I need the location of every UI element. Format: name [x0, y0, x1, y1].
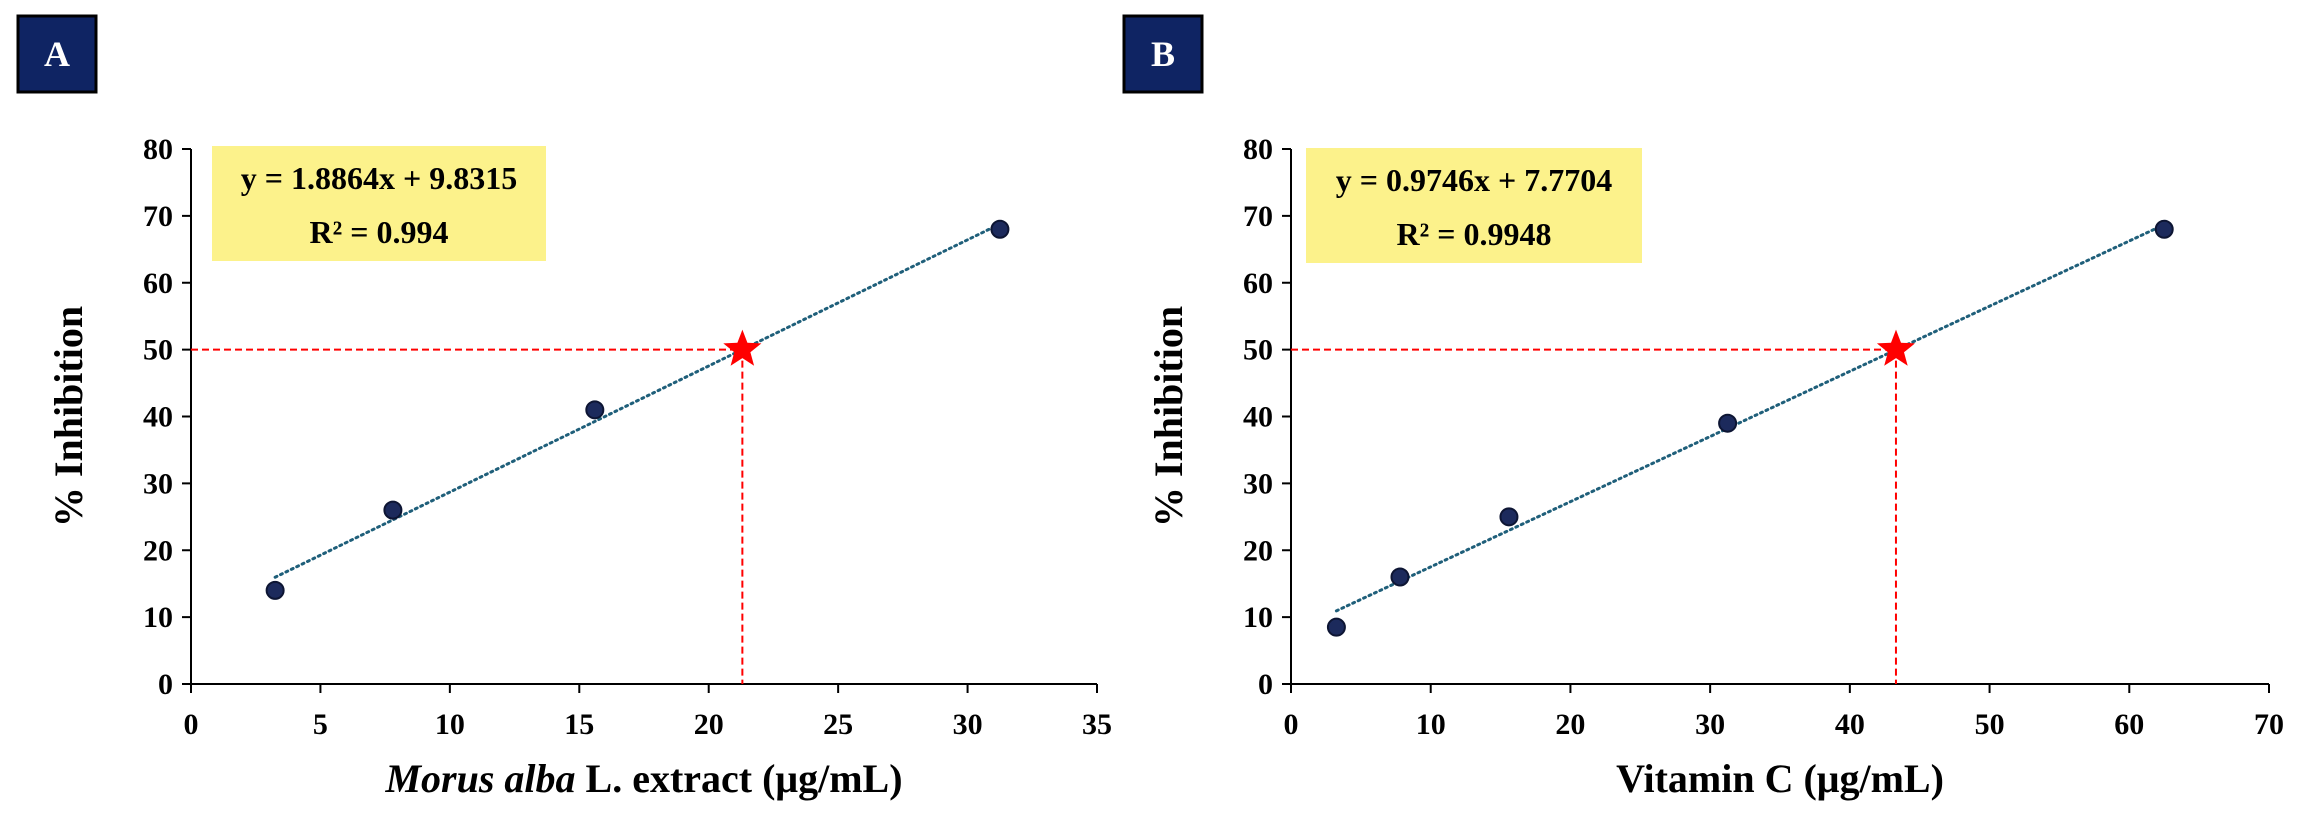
x-tick-label: 70: [2254, 708, 2284, 741]
x-tick-label: 0: [184, 708, 199, 741]
panel-label-badge: [16, 14, 98, 94]
y-tick-label: 30: [1243, 467, 1273, 500]
x-axis-title-text: L. extract (μg/mL): [576, 756, 903, 801]
data-point: [990, 219, 1010, 239]
data-point: [1326, 617, 1346, 637]
equation-box: [1306, 148, 1642, 263]
y-tick-label: 0: [158, 668, 173, 701]
ic50-star-marker: [723, 329, 762, 366]
x-tick-label: 10: [1416, 708, 1446, 741]
y-tick-label: 30: [143, 467, 173, 500]
x-tick-label: 60: [2114, 708, 2144, 741]
chart-panel-a: Ay = 1.8864x + 9.8315 R² = 0.994 0 10 20 30 40…: [16, 14, 1112, 801]
data-point: [383, 500, 403, 520]
ic50-star-marker: [1876, 329, 1915, 366]
x-tick-label: 15: [564, 708, 594, 741]
data-point: [1390, 567, 1410, 587]
x-tick-label: 30: [1695, 708, 1725, 741]
y-tick-label: 50: [1243, 334, 1273, 367]
y-tick-label: 10: [1243, 601, 1273, 634]
y-tick-label: 70: [1243, 200, 1273, 233]
y-axis-title: % Inhibition: [1146, 306, 1191, 527]
y-tick-label: 20: [1243, 534, 1273, 567]
y-tick-label: 20: [143, 534, 173, 567]
data-point: [265, 580, 285, 600]
trendline: [1334, 223, 2166, 613]
trendline-equation: y = 0.9746x + 7.7704: [1336, 162, 1612, 198]
x-tick-label: 50: [1975, 708, 2005, 741]
panel-label-badge: [1122, 14, 1204, 94]
y-axis-title: % Inhibition: [46, 306, 91, 527]
trendline: [273, 222, 1002, 579]
data-point: [1499, 507, 1519, 527]
y-tick-label: 40: [143, 401, 173, 434]
x-axis-title: Morus alba L. extract (μg/mL): [384, 756, 902, 801]
x-tick-label: 35: [1082, 708, 1112, 741]
trendline-equation: y = 1.8864x + 9.8315: [241, 160, 517, 196]
x-tick-label: 20: [694, 708, 724, 741]
x-tick-label: 10: [435, 708, 465, 741]
x-axis-title-text: Vitamin C (μg/mL): [1616, 756, 1944, 801]
x-tick-label: 20: [1555, 708, 1585, 741]
x-tick-label: 30: [953, 708, 983, 741]
data-point: [1718, 413, 1738, 433]
y-tick-label: 60: [143, 267, 173, 300]
y-tick-label: 70: [143, 200, 173, 233]
y-tick-label: 10: [143, 601, 173, 634]
r-squared-label: R² = 0.9948: [1397, 216, 1552, 252]
data-point: [2154, 219, 2174, 239]
equation-box: [212, 146, 546, 261]
r-squared-label: R² = 0.994: [310, 214, 449, 250]
y-tick-label: 60: [1243, 267, 1273, 300]
x-axis-title-italic: Morus alba: [384, 756, 575, 801]
panel-label: A: [44, 34, 70, 74]
y-tick-label: 80: [1243, 133, 1273, 166]
panel-label: B: [1151, 34, 1175, 74]
x-tick-label: 40: [1835, 708, 1865, 741]
y-tick-label: 50: [143, 334, 173, 367]
y-tick-label: 40: [1243, 401, 1273, 434]
x-axis-title: Vitamin C (μg/mL): [1616, 756, 1944, 801]
y-tick-label: 80: [143, 133, 173, 166]
x-tick-label: 0: [1284, 708, 1299, 741]
data-point: [585, 400, 605, 420]
chart-panel-b: By = 0.9746x + 7.7704 R² = 0.9948 0 10 20 30 4…: [1122, 14, 2284, 801]
x-tick-label: 5: [313, 708, 328, 741]
y-tick-label: 0: [1258, 668, 1273, 701]
x-tick-label: 25: [823, 708, 853, 741]
